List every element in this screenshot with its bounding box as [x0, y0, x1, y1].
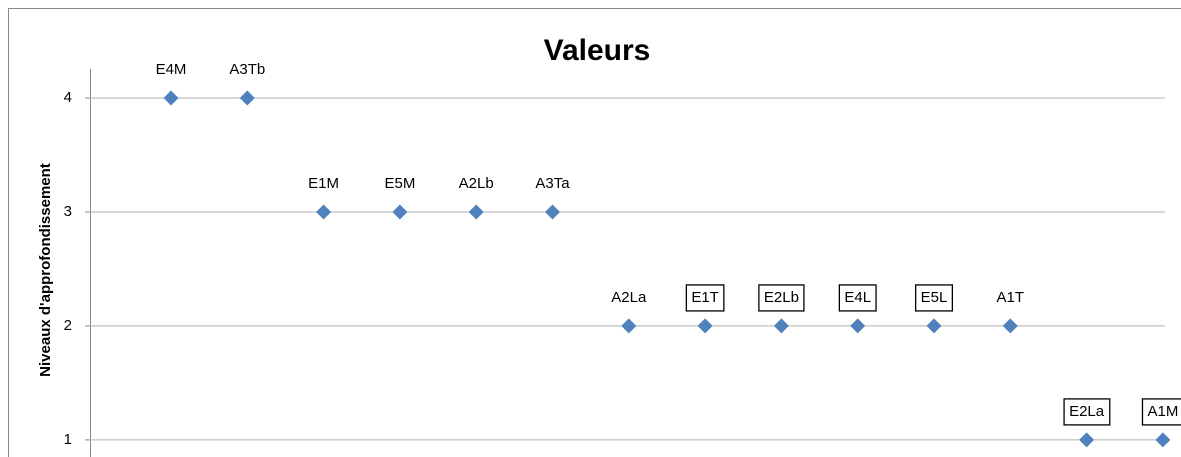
- marker: [1002, 318, 1018, 334]
- data-label-box: [838, 284, 877, 312]
- marker: [697, 318, 713, 334]
- data-label: E1T: [691, 289, 719, 306]
- data-label: A1T: [997, 289, 1025, 306]
- marker: [163, 90, 179, 106]
- marker: [850, 318, 866, 334]
- y-tick-label: 1: [64, 431, 72, 448]
- data-label: A3Ta: [535, 175, 570, 192]
- data-label: E5M: [384, 175, 415, 192]
- data-label: E1M: [308, 175, 339, 192]
- marker: [621, 318, 637, 334]
- chart-title: Valeurs: [544, 34, 651, 67]
- marker: [239, 90, 255, 106]
- y-tick-label: 2: [64, 317, 72, 334]
- data-label-box: [685, 284, 725, 312]
- marker: [1155, 432, 1171, 448]
- data-label-box: [1141, 398, 1181, 426]
- marker: [316, 204, 332, 220]
- data-label-box: [914, 284, 954, 312]
- data-label: E5L: [921, 289, 948, 306]
- data-label: A2La: [611, 289, 647, 306]
- data-label: A2Lb: [459, 175, 494, 192]
- chart-frame: [8, 8, 1181, 457]
- data-label-box: [1063, 398, 1111, 426]
- data-label: A1M: [1147, 403, 1178, 420]
- y-axis-title: Niveaux d'approfondissement: [37, 163, 54, 377]
- marker: [468, 204, 484, 220]
- y-tick-label: 4: [64, 89, 72, 106]
- data-label: E4M: [156, 61, 187, 78]
- data-label: A3Tb: [229, 61, 265, 78]
- marker: [545, 204, 560, 220]
- marker: [926, 318, 942, 334]
- data-label: E2La: [1069, 403, 1105, 420]
- data-label: E2Lb: [764, 289, 799, 306]
- marker: [773, 318, 789, 334]
- data-label-box: [758, 284, 805, 312]
- y-tick-label: 3: [64, 203, 72, 220]
- marker: [392, 204, 408, 220]
- marker: [1079, 432, 1095, 448]
- data-label: E4L: [844, 289, 871, 306]
